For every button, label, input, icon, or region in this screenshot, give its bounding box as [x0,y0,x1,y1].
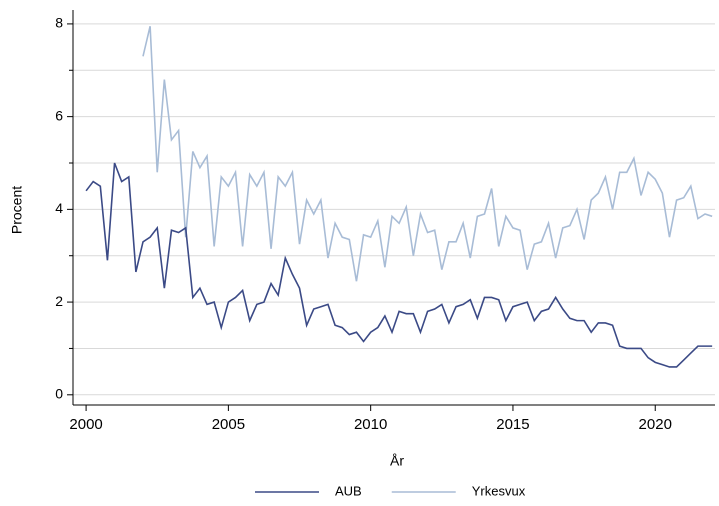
x-tick-label: 2015 [496,416,529,433]
series-line [85,162,713,368]
x-axis-label: År [390,453,404,469]
y-tick-label: 4 [55,200,63,216]
x-tick-label: 2005 [212,416,245,433]
x-tick-label: 2020 [639,416,672,433]
x-tick-label: 2000 [69,416,102,433]
y-tick-label: 6 [55,107,63,123]
series-line [142,26,713,282]
legend-label: AUB [335,483,362,498]
y-axis-label: Procent [9,186,25,234]
y-tick-label: 8 [55,15,63,31]
x-tick-label: 2010 [354,416,387,433]
y-tick-label: 2 [55,293,63,309]
legend-label: Yrkesvux [472,483,526,498]
y-tick-label: 0 [55,386,63,402]
